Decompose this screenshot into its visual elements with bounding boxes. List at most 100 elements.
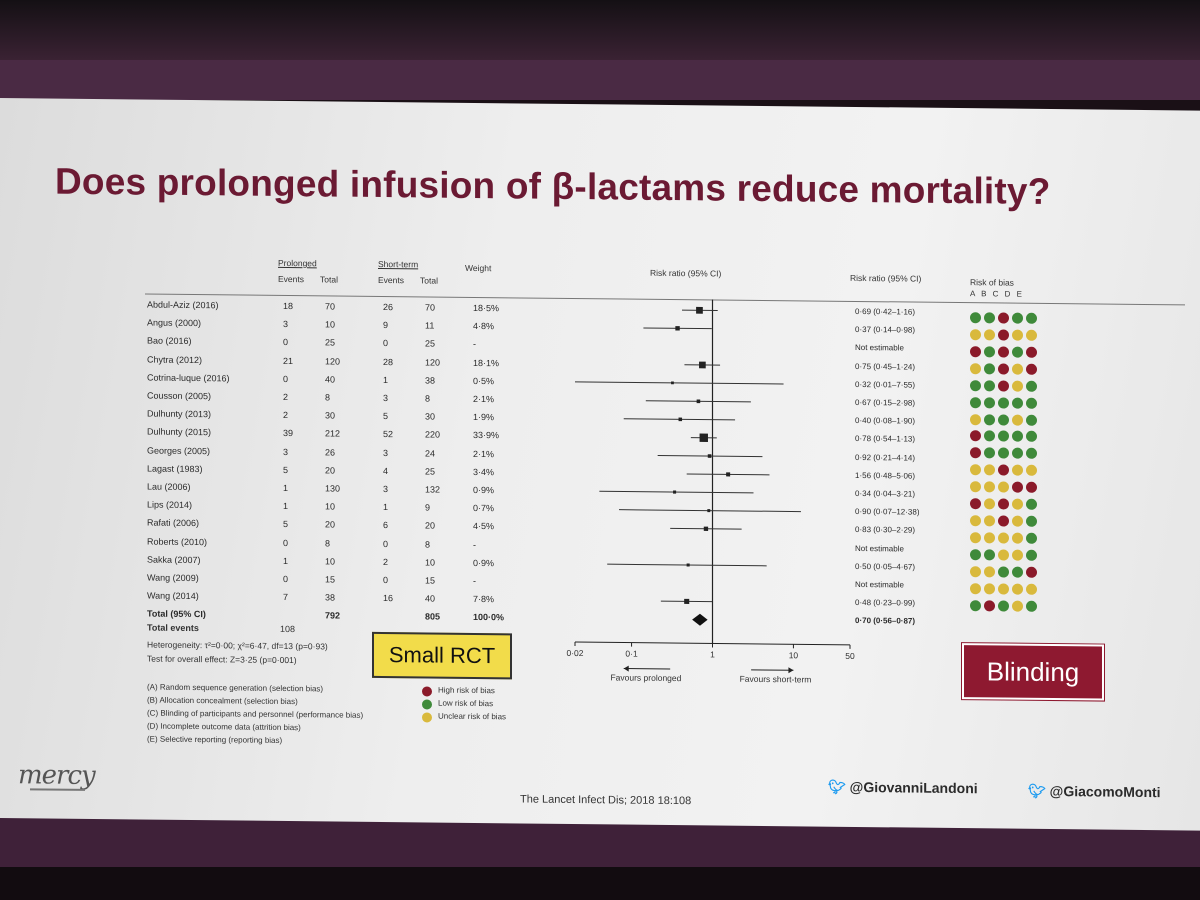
bias-dot — [984, 413, 995, 425]
x-tick-label: 1 — [710, 649, 715, 659]
point-estimate — [726, 472, 731, 477]
bias-dot — [1026, 549, 1037, 561]
bias-dot — [1026, 600, 1037, 612]
point-estimate — [673, 490, 677, 494]
bias-legend-dot — [422, 699, 432, 710]
bias-dot — [984, 532, 995, 544]
ci-line — [575, 381, 784, 385]
bias-legend-label: High risk of bias — [438, 685, 495, 696]
handle-1: 🐦︎ @GiovanniLandoni — [828, 779, 978, 798]
bias-dot — [984, 380, 995, 392]
bias-legend-label: Low risk of bias — [438, 698, 494, 709]
handle-1-text: @GiovanniLandoni — [849, 778, 978, 797]
pooled-diamond — [692, 613, 708, 626]
bias-dot — [998, 397, 1009, 409]
point-estimate — [703, 526, 709, 531]
point-estimate — [699, 433, 708, 443]
point-estimate — [707, 454, 712, 458]
point-estimate — [686, 563, 690, 567]
overall-effect-text: Test for overall effect: Z=3·25 (p=0·001… — [147, 653, 297, 666]
heterogeneity-text: Heterogeneity: τ²=0·00; χ²=6·47, df=13 (… — [147, 639, 328, 652]
bias-dot — [1026, 346, 1037, 358]
bias-dot — [984, 329, 995, 341]
bias-legend-key: (D) Incomplete outcome data (attrition b… — [147, 721, 301, 733]
bias-dot — [1026, 532, 1037, 544]
favours-short-term-label: Favours short-term — [740, 674, 812, 685]
bias-dot — [1012, 414, 1023, 426]
bottom-bezel — [0, 867, 1200, 900]
bias-dot — [998, 312, 1009, 324]
point-estimate — [707, 509, 711, 513]
bias-dot — [998, 329, 1009, 341]
bias-dot — [970, 532, 981, 544]
bias-dot — [1012, 380, 1023, 392]
bias-dot — [998, 600, 1009, 612]
blinding-callout: Blinding — [962, 643, 1104, 701]
x-tick-label: 0·1 — [625, 649, 638, 659]
handle-2-text: @GiacomoMonti — [1049, 782, 1161, 801]
bias-dot — [1026, 414, 1037, 426]
handle-2: 🐦︎ @GiacomoMonti — [1028, 783, 1161, 801]
bias-dot — [1012, 312, 1023, 324]
bias-dot — [1012, 549, 1023, 561]
bias-dot — [970, 582, 981, 595]
bias-dot — [1012, 566, 1023, 578]
x-tick-label: 50 — [845, 651, 855, 661]
bias-dot — [998, 346, 1009, 358]
bias-dot — [1012, 515, 1023, 527]
bias-dot — [984, 396, 995, 409]
bias-dot — [970, 566, 981, 578]
bias-dot — [970, 379, 981, 391]
favours-prolonged-label: Favours prolonged — [610, 672, 681, 683]
bias-dot — [1012, 583, 1023, 595]
small-rct-callout: Small RCT — [372, 631, 512, 680]
bias-dot — [970, 549, 981, 561]
bias-dot — [970, 396, 981, 408]
bias-dot — [1026, 583, 1037, 595]
twitter-bird-icon: 🐦︎ — [828, 778, 846, 795]
x-tick-label: 10 — [789, 650, 799, 660]
bias-dot — [984, 363, 995, 375]
point-estimate — [696, 306, 703, 314]
point-estimate — [671, 381, 674, 385]
bias-dot — [998, 566, 1009, 578]
bias-dot — [1012, 329, 1023, 341]
bias-dot — [1026, 380, 1037, 392]
bias-dot — [984, 583, 995, 595]
point-estimate — [699, 361, 706, 369]
total-events-label: Total events — [147, 622, 199, 634]
bias-dot — [998, 413, 1009, 426]
bias-dot — [1012, 532, 1023, 544]
point-estimate — [696, 399, 701, 404]
point-estimate — [678, 417, 683, 422]
bias-dot — [970, 599, 981, 612]
bias-dot — [1026, 363, 1037, 375]
bias-dot — [970, 346, 981, 358]
bias-dot — [984, 549, 995, 561]
slide: Does prolonged infusion of β-lactams red… — [0, 98, 1200, 831]
bias-dot — [984, 566, 995, 578]
point-estimate — [684, 598, 690, 604]
mercy-logo: mercy — [18, 760, 95, 791]
bias-dot — [1026, 566, 1037, 578]
bias-dot — [1026, 329, 1037, 341]
bias-dot — [970, 515, 981, 527]
bias-dot — [1012, 397, 1023, 409]
bias-dot — [970, 312, 981, 324]
bias-legend-dot — [422, 712, 432, 723]
bias-dot — [1026, 312, 1037, 324]
ci-line — [599, 490, 754, 494]
right-arrow-head — [788, 667, 794, 674]
bias-dot — [1012, 346, 1023, 358]
bias-dot — [970, 362, 981, 375]
bias-legend-key: (B) Allocation concealment (selection bi… — [147, 695, 298, 707]
bias-dot — [1012, 600, 1023, 612]
bias-dot — [970, 413, 981, 425]
twitter-bird-icon: 🐦︎ — [1028, 782, 1046, 799]
bias-dot — [984, 600, 995, 612]
point-estimate — [675, 326, 680, 331]
bias-legend-label: Unclear risk of bias — [438, 711, 507, 722]
bias-dot — [998, 363, 1009, 375]
top-stage-band — [0, 60, 1200, 100]
bias-dot — [998, 549, 1009, 561]
